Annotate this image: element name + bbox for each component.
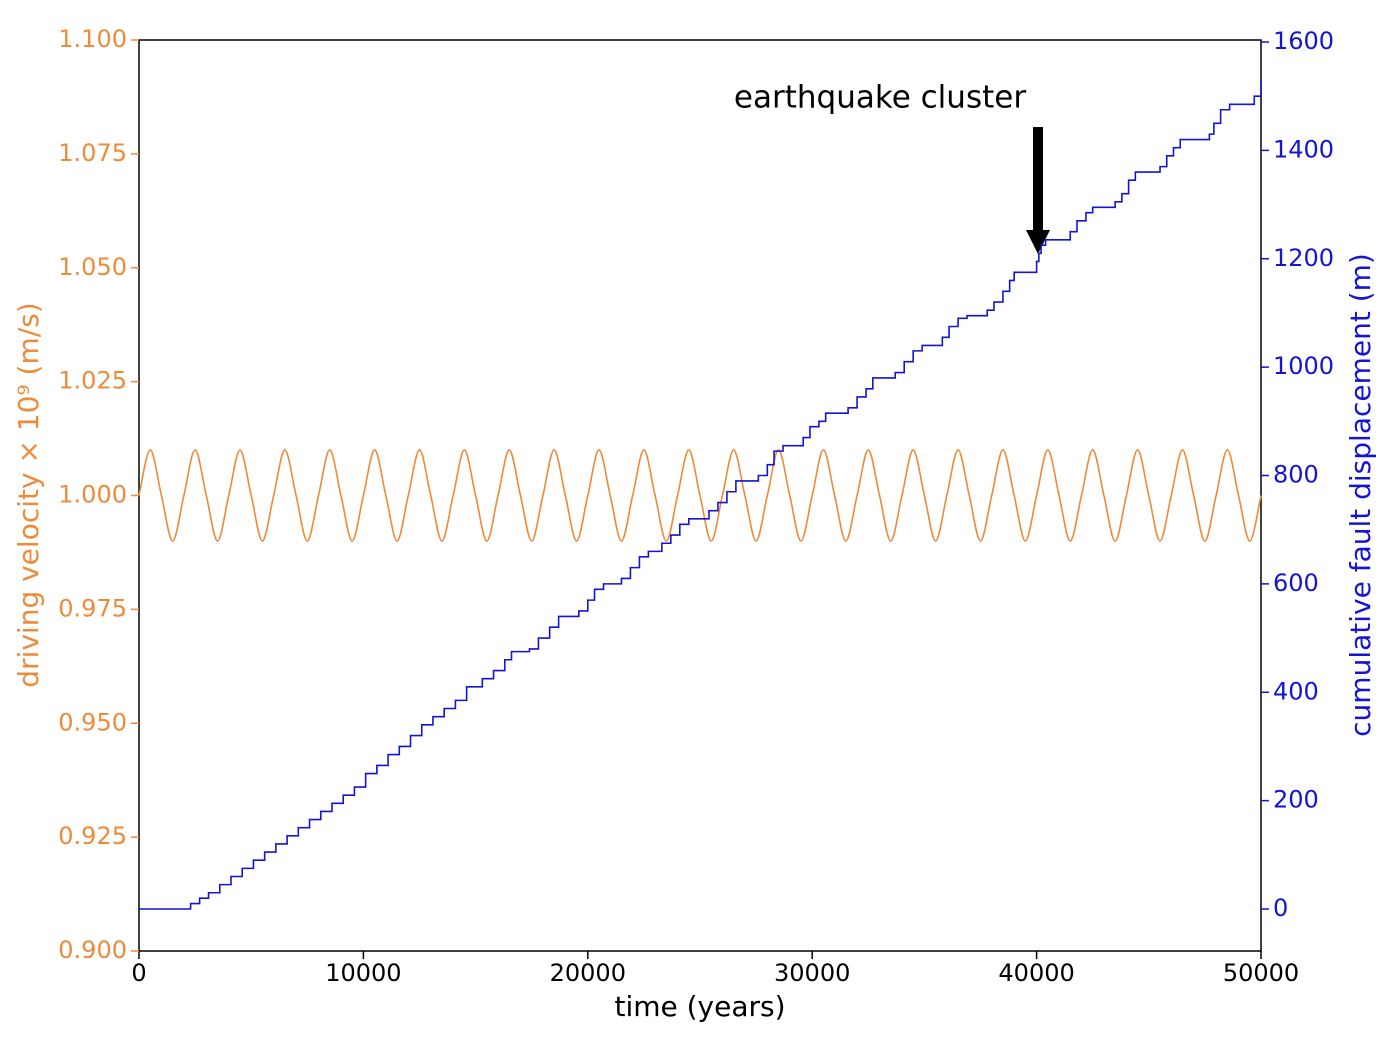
x-tick-label: 20000 [550, 959, 626, 987]
x-axis-label: time (years) [614, 990, 785, 1023]
y-tick-label: 1.050 [58, 253, 127, 281]
y-tick-label: 0.950 [58, 708, 127, 736]
y-tick-label: 0.975 [58, 594, 127, 622]
y-tick-label: 1.000 [58, 481, 127, 509]
y-tick-label: 0.900 [58, 936, 127, 964]
annotation: earthquake cluster [734, 80, 1026, 116]
y2-tick-label: 800 [1273, 461, 1319, 489]
y-tick-label: 1.100 [58, 25, 127, 53]
y2-axis-label: cumulative fault displacement (m) [1344, 253, 1377, 737]
y2-tick-label: 1600 [1273, 27, 1334, 55]
data-line [138, 449, 1262, 542]
y-axis-label: driving velocity × 10⁹ (m/s) [12, 302, 45, 687]
y2-tick-label: 0 [1273, 894, 1288, 922]
y2-tick-label: 200 [1273, 786, 1319, 814]
y2-tick-label: 400 [1273, 677, 1319, 705]
y2-tick-label: 600 [1273, 569, 1319, 597]
x-tick-label: 10000 [325, 959, 401, 987]
y-tick-label: 0.925 [58, 822, 127, 850]
annotation-arrow [1026, 127, 1050, 254]
arrow-shaft [1033, 127, 1043, 231]
x-tick-label: 50000 [1223, 959, 1299, 987]
data-line [139, 79, 1262, 910]
x-tick-label: 30000 [774, 959, 850, 987]
y-tick-label: 1.075 [58, 139, 127, 167]
y2-tick-label: 1400 [1273, 135, 1334, 163]
y2-tick-label: 1000 [1273, 352, 1334, 380]
x-tick-label: 40000 [998, 959, 1074, 987]
y-tick-label: 1.025 [58, 367, 127, 395]
x-tick-label: 0 [131, 959, 146, 987]
y2-tick-label: 1200 [1273, 244, 1334, 272]
arrow-head [1026, 230, 1050, 254]
